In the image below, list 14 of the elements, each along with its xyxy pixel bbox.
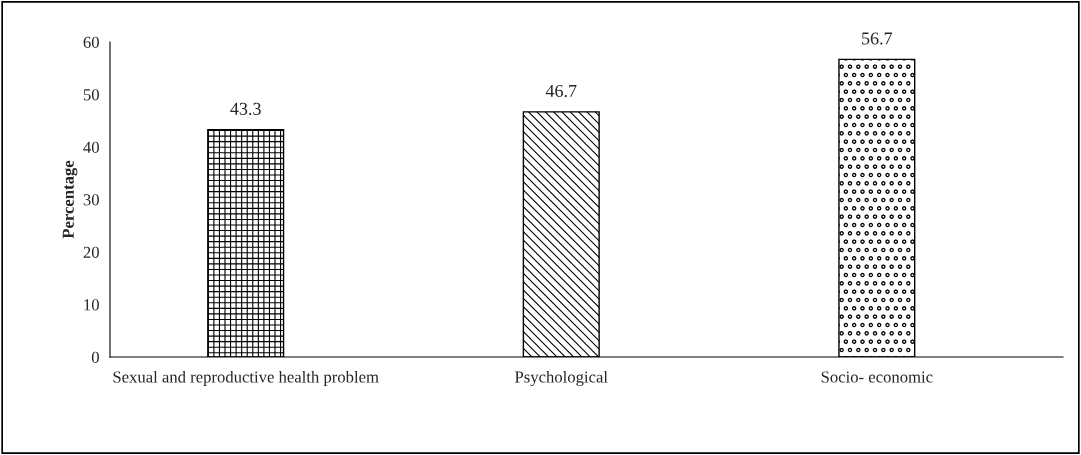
y-tick-label: 50 (83, 89, 99, 101)
y-tick-label: 60 (83, 36, 99, 48)
y-tick-label: 30 (83, 194, 99, 206)
data-label: 43.3 (230, 102, 261, 115)
y-tick-label: 40 (83, 141, 99, 153)
x-tick-label: Psychological (514, 370, 608, 387)
x-tick-label: Sexual and reproductive health problem (113, 370, 379, 386)
y-axis-title: Percentage (62, 160, 78, 239)
y-tick-label: 20 (83, 246, 99, 258)
y-tick-label: 0 (91, 351, 99, 363)
data-label: 46.7 (545, 84, 577, 98)
data-label: 56.7 (862, 32, 893, 45)
x-tick-label: Socio- economic (821, 371, 933, 383)
y-tick-label: 10 (84, 299, 99, 311)
